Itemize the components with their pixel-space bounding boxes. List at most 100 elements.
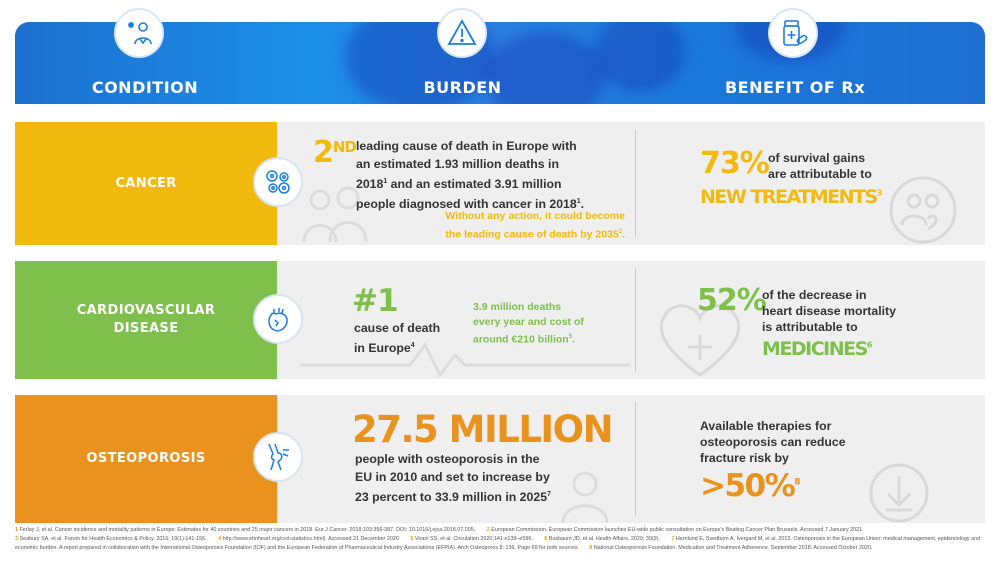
cancer-divider bbox=[635, 130, 636, 237]
osteo-benefit-highlight: >50%8 bbox=[700, 468, 800, 504]
cardio-benefit-line: is attributable to bbox=[762, 320, 858, 334]
cancer-benefit-line: are attributable to bbox=[768, 167, 872, 181]
cancer-rank-number: 2 bbox=[313, 135, 334, 170]
cardio-cost-part: . bbox=[572, 333, 575, 346]
header-burden: BURDEN bbox=[423, 78, 502, 97]
osteo-condition: OSTEOPOROSIS bbox=[15, 395, 277, 523]
footnote: 5 Virani SS, et al. Circulation 2020;141… bbox=[410, 536, 532, 542]
cancer-burden-part: 2018 bbox=[356, 177, 384, 192]
header-condition: CONDITION bbox=[91, 78, 199, 97]
cancer-benefit-highlight: NEW TREATMENTS3 bbox=[700, 186, 883, 208]
cancer-burden-part: people diagnosed with cancer in 2018 bbox=[356, 197, 577, 212]
osteo-burden-ref: 7 bbox=[547, 491, 551, 498]
footnote-number: 5 bbox=[410, 536, 414, 542]
cancer-benefit-line: of survival gains bbox=[768, 151, 866, 165]
footnote-text: Virani SS, et al. Circulation 2020;141:e… bbox=[414, 536, 533, 542]
cardio-cost-text: 3.9 million deaths every year and cost o… bbox=[473, 300, 584, 348]
cancer-burden-line: leading cause of death in Europe with bbox=[356, 139, 577, 153]
cancer-benefit-text: of survival gains are attributable to bbox=[768, 150, 872, 182]
new-treatments-text: NEW TREATMENTS bbox=[700, 186, 878, 208]
people-background-icon bbox=[302, 186, 368, 242]
cancer-benefit-ref: 3 bbox=[876, 188, 883, 198]
footnote: 7 Hernlund E, Svedbom A, Ivergard M, et … bbox=[15, 536, 980, 551]
osteo-benefit-line: osteoporosis can reduce bbox=[700, 435, 846, 449]
osteo-burden-part: 23 percent to 33.9 million in 2025 bbox=[355, 490, 548, 505]
footnotes: 1 Ferlay J, et al. Cancer incidence and … bbox=[15, 526, 985, 553]
cardio-cost-line: every year and cost of bbox=[473, 316, 584, 328]
footnote-number: 7 bbox=[671, 536, 675, 542]
osteo-benefit-line: Available therapies for bbox=[700, 419, 832, 433]
cancer-cells-icon bbox=[253, 157, 303, 207]
cancer-warning-line: the leading cause of death by 20352. bbox=[380, 224, 625, 243]
family-heart-background-icon bbox=[889, 176, 957, 244]
cardio-benefit-ref: 6 bbox=[866, 340, 873, 350]
osteo-burden-number: 27.5 MILLION bbox=[352, 408, 614, 451]
cardio-cost-line: 3.9 million deaths bbox=[473, 301, 562, 313]
osteo-burden-line: EU in 2010 and set to increase by bbox=[355, 469, 550, 484]
medicines-text: MEDICINES bbox=[762, 338, 868, 360]
osteo-burden-text: people with osteoporosis in the EU in 20… bbox=[355, 451, 551, 507]
cancer-burden-line: an estimated 1.93 million deaths in bbox=[356, 157, 559, 171]
cardio-cost-ref: 5 bbox=[568, 334, 573, 340]
cardio-burden-ref: 4 bbox=[410, 342, 415, 349]
footnote-text: Seabury SA, et al. Forum for Health Econ… bbox=[19, 536, 207, 542]
footnote-text: Hernlund E, Svedbom A, Ivergard M, et al… bbox=[15, 536, 981, 551]
cancer-rank-suffix: ND bbox=[332, 138, 357, 156]
cancer-burden-ref: 1 bbox=[383, 178, 388, 185]
cardio-burden-part: in Europe bbox=[354, 341, 411, 356]
cardio-cost-line: around €210 billion5. bbox=[473, 330, 584, 348]
cardio-label-line2: DISEASE bbox=[113, 321, 179, 336]
header-benefit: BENEFIT OF Rx bbox=[724, 78, 866, 97]
heart-organ-icon bbox=[253, 294, 303, 344]
cardio-divider bbox=[635, 268, 636, 372]
osteo-label: OSTEOPOROSIS bbox=[86, 451, 206, 466]
footnote-number: 3 bbox=[15, 536, 18, 542]
footnote-text: European Commission. European Commission… bbox=[491, 527, 863, 533]
fracture-reduction-percent: >50% bbox=[700, 468, 796, 504]
cardio-benefit-line: heart disease mortality bbox=[762, 304, 896, 318]
cancer-burden-line: 20181 and an estimated 3.91 million bbox=[356, 173, 626, 193]
heart-cross-background-icon bbox=[659, 304, 741, 377]
footnote-text: http://www.ehnheart.org/cvd-statistics.h… bbox=[222, 536, 399, 542]
cancer-rank: 2ND bbox=[313, 135, 357, 170]
osteo-burden-line: people with osteoporosis in the bbox=[355, 452, 540, 466]
footnote-number: 2 bbox=[486, 527, 490, 533]
cardio-cost-part: around €210 billion bbox=[473, 333, 569, 346]
footnote: 2 European Commission. European Commissi… bbox=[487, 527, 862, 533]
cancer-warning-ref: 2 bbox=[618, 229, 623, 235]
cancer-burden-line: people diagnosed with cancer in 20181. bbox=[356, 193, 626, 213]
footnote-number: 1 bbox=[15, 527, 18, 533]
footnote: 3 Seabury SA, et al. Forum for Health Ec… bbox=[15, 536, 207, 542]
osteo-benefit-text: Available therapies for osteoporosis can… bbox=[700, 418, 846, 466]
cardio-burden-text: cause of death in Europe4 bbox=[354, 320, 440, 357]
cancer-warning-part: . bbox=[622, 228, 625, 241]
footnote-text: Ferlay J, et al. Cancer incidence and mo… bbox=[19, 527, 476, 533]
footnote-text: National Osteoporosis Foundation. Medica… bbox=[593, 545, 873, 551]
osteo-benefit-line: fracture risk by bbox=[700, 451, 789, 465]
medical-staff-icon bbox=[114, 8, 164, 58]
cardio-rank: #1 bbox=[352, 283, 399, 319]
cardio-benefit-highlight: MEDICINES6 bbox=[762, 338, 873, 360]
footnote: 6 Buxbaum JD, et al. Health Affairs. 202… bbox=[544, 536, 660, 542]
footnote-number: 8 bbox=[589, 545, 593, 551]
cardio-label-line1: CARDIOVASCULAR bbox=[76, 303, 216, 318]
osteo-burden-line: 23 percent to 33.9 million in 20257 bbox=[355, 486, 551, 507]
down-arrow-background-icon bbox=[869, 463, 929, 523]
osteo-divider bbox=[635, 402, 636, 516]
footnote: 8 National Osteoporosis Foundation. Medi… bbox=[589, 545, 872, 551]
cancer-benefit-percent: 73% bbox=[700, 146, 770, 181]
cancer-label: CANCER bbox=[115, 175, 177, 191]
footnote-text: Buxbaum JD, et al. Health Affairs. 2020;… bbox=[548, 536, 660, 542]
cardio-benefit-line: of the decrease in bbox=[762, 288, 867, 302]
cancer-warning-line: Without any action, it could become bbox=[445, 210, 625, 222]
medicine-bottle-icon bbox=[768, 8, 818, 58]
cardio-burden-line: cause of death bbox=[354, 321, 441, 335]
heartbeat-background-icon bbox=[300, 342, 630, 378]
cancer-condition: CANCER bbox=[15, 122, 277, 245]
footnote: 4 http://www.ehnheart.org/cvd-statistics… bbox=[218, 536, 399, 542]
cardio-benefit-percent: 52% bbox=[697, 283, 767, 318]
person-background-icon bbox=[561, 471, 609, 523]
cancer-warning-part: the leading cause of death by 2035 bbox=[445, 228, 619, 241]
warning-icon bbox=[437, 8, 487, 58]
osteo-benefit-ref: 8 bbox=[794, 477, 800, 488]
